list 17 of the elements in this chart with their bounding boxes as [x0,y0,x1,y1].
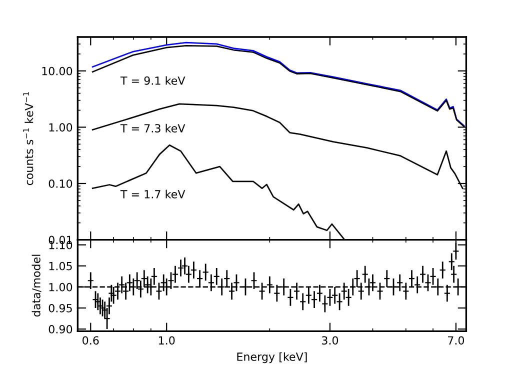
x-tick-label: 7.0 [448,336,464,345]
annotation: T = 7.3 keV [120,124,186,132]
y-tick-label: 1.00 [49,282,72,292]
y-tick-label: 0.10 [48,179,72,188]
y-axis-title: counts s$^{−1}$ keV$^{−1}$ [23,92,34,186]
y-tick-label: 1.05 [49,262,72,270]
y-tick-label: 1.00 [49,123,72,132]
x-tick-label: 3.0 [322,336,338,345]
y-tick-label: 0.90 [48,325,72,334]
y-tick-label: 10.00 [42,66,72,76]
x-axis-title: Energy [keV] [237,352,307,364]
y-axis-title: data/model [32,254,42,317]
annotation: T = 1.7 keV [120,190,186,198]
x-tick-label: 1.0 [158,336,175,345]
x-tick-label: 0.6 [82,336,99,345]
annotation: T = 9.1 keV [120,76,186,85]
y-tick-label: 0.95 [48,304,72,312]
